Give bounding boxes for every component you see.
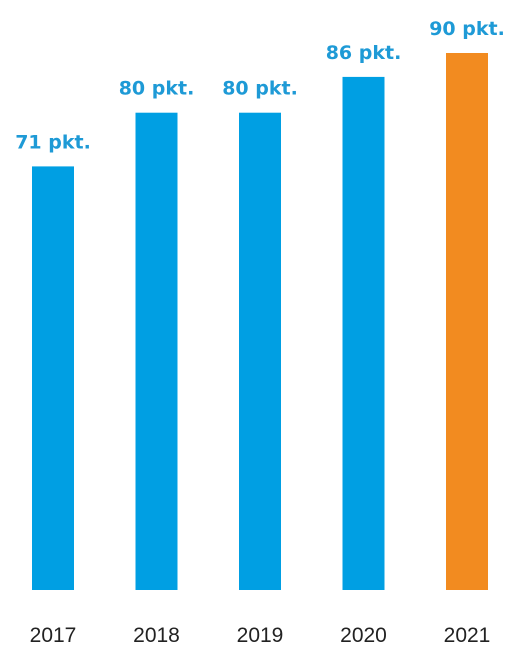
- value-label-2020: 86 pkt.: [326, 42, 402, 64]
- value-labels-group: 71 pkt. 80 pkt. 80 pkt. 86 pkt. 90 pkt.: [15, 18, 505, 153]
- value-label-2019: 80 pkt.: [222, 78, 298, 100]
- x-tick-label-2020: 2020: [340, 624, 387, 646]
- bar-2020: [342, 76, 385, 590]
- bars-group: [32, 53, 488, 590]
- x-tick-label-2021: 2021: [444, 624, 491, 646]
- value-label-2021: 90 pkt.: [429, 18, 505, 40]
- x-axis-tick-labels: 2017 2018 2019 2020 2021: [30, 624, 491, 646]
- bar-2021: [446, 53, 488, 590]
- x-tick-label-2017: 2017: [30, 624, 77, 646]
- value-label-2017: 71 pkt.: [15, 131, 91, 153]
- x-tick-label-2018: 2018: [133, 624, 180, 646]
- bar-2019: [239, 112, 281, 590]
- x-tick-label-2019: 2019: [237, 624, 284, 646]
- bar-2017: [32, 166, 74, 590]
- value-label-2018: 80 pkt.: [119, 78, 195, 100]
- bar-2018: [135, 112, 178, 590]
